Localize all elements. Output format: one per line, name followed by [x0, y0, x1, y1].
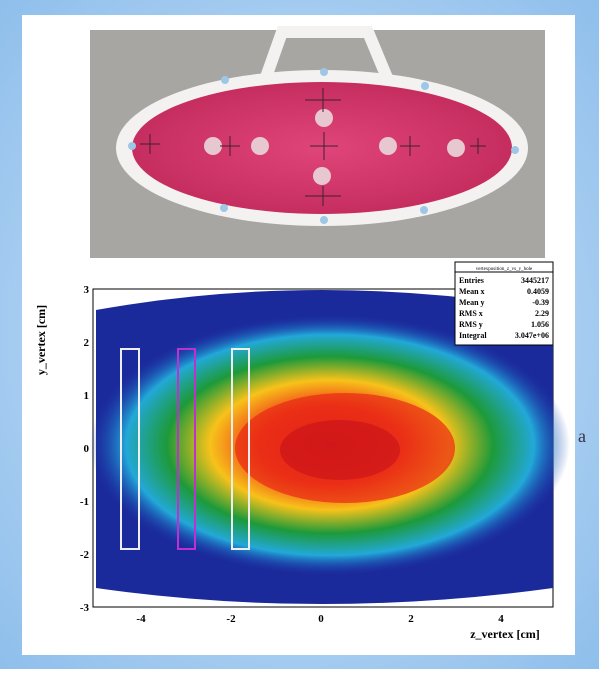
stats-value: 3.047e+06: [515, 331, 549, 340]
photo: [90, 26, 545, 258]
stats-value: 1.056: [531, 320, 549, 329]
x-tick-label: 0: [318, 613, 324, 625]
stats-value: 3445217: [521, 276, 549, 285]
y-tick-label: -3: [80, 602, 90, 614]
x-tick-label: 4: [498, 613, 504, 625]
stats-value: 0.4059: [527, 287, 549, 296]
stats-key: RMS y: [459, 320, 483, 329]
x-tick-label: -2: [226, 613, 236, 625]
y-tick-label: 1: [84, 390, 90, 402]
stats-title: vertexposition_z_vs_y_hole: [476, 267, 533, 272]
stats-key: RMS x: [459, 309, 483, 318]
stats-value: 2.29: [535, 309, 549, 318]
y-tick-label: 3: [84, 284, 90, 296]
stats-value: -0.39: [532, 298, 549, 307]
x-axis-label: z_vertex [cm]: [470, 627, 540, 641]
y-axis-label: y_vertex [cm]: [34, 305, 48, 375]
stats-key: Mean x: [459, 287, 485, 296]
stats-key: Integral: [459, 331, 487, 340]
stats-key: Entries: [459, 276, 484, 285]
stats-key: Mean y: [459, 298, 485, 307]
x-tick-label: -4: [136, 613, 146, 625]
histogram-2d: [90, 288, 570, 608]
side-label: a: [578, 426, 586, 446]
x-tick-label: 2: [408, 613, 414, 625]
y-tick-label: 2: [84, 337, 90, 349]
y-tick-label: -2: [80, 549, 90, 561]
stats-box: vertexposition_z_vs_y_hole Entries 344521…: [454, 261, 554, 346]
y-tick-label: 0: [84, 443, 90, 455]
y-tick-label: -1: [80, 496, 89, 508]
